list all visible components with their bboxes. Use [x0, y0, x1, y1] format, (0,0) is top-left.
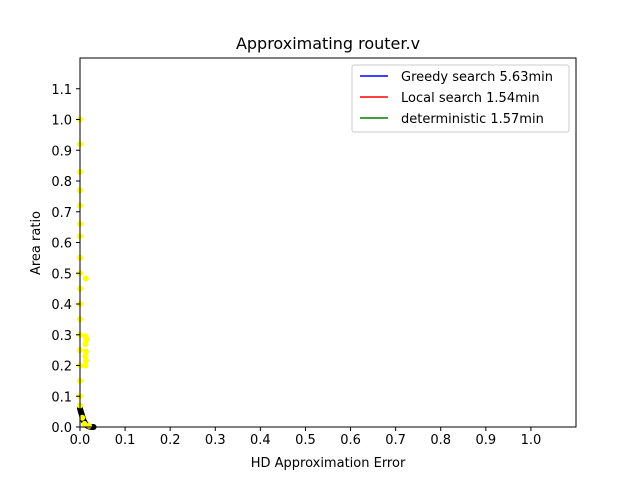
legend-label: Local search 1.54min	[401, 91, 540, 106]
data-point	[86, 422, 93, 429]
y-tick-label: 0.0	[51, 421, 72, 436]
y-tick-label: 0.6	[51, 237, 72, 252]
legend-label: Greedy search 5.63min	[401, 70, 553, 85]
y-tick-label: 0.8	[51, 175, 72, 190]
x-tick-label: 0.2	[160, 433, 181, 448]
series-layer	[77, 116, 97, 430]
y-axis: 0.0 0.1 0.2 0.3 0.4 0.5 0.6 0.7 0.8 0.9 1.0 1.1	[51, 83, 80, 436]
legend-box	[351, 64, 570, 133]
x-tick-label: 0.4	[250, 433, 271, 448]
x-tick-label: 0.5	[295, 433, 316, 448]
data-point	[81, 420, 88, 427]
y-tick-label: 1.0	[51, 114, 72, 129]
x-tick-label: 0.3	[205, 433, 226, 448]
legend: Greedy search 5.63min Local search 1.54mi…	[351, 64, 570, 133]
x-tick-label: 0.6	[340, 433, 361, 448]
y-tick-label: 0.7	[51, 206, 72, 221]
legend-items: Greedy search 5.63min Local search 1.54mi…	[360, 70, 553, 127]
chart-title: Approximating router.v	[236, 34, 420, 53]
data-point	[82, 348, 89, 355]
y-tick-label: 0.1	[51, 390, 72, 405]
legend-label: deterministic 1.57min	[401, 112, 544, 127]
y-axis-title: Area ratio	[29, 211, 44, 275]
data-point	[82, 340, 89, 347]
y-tick-label: 0.4	[51, 298, 72, 313]
y-tick-label: 0.2	[51, 360, 72, 375]
x-tick-label: 0.9	[475, 433, 496, 448]
x-tick-label: 1.0	[521, 433, 542, 448]
y-tick-label: 0.3	[51, 329, 72, 344]
x-tick-label: 0.0	[70, 433, 91, 448]
data-point	[82, 353, 89, 360]
y-tick-label: 0.5	[51, 267, 72, 282]
x-tick-label: 0.1	[115, 433, 136, 448]
data-point	[82, 357, 89, 364]
data-point	[83, 336, 90, 343]
data-point	[79, 414, 86, 421]
x-axis-title: HD Approximation Error	[251, 456, 406, 471]
x-tick-label: 0.8	[430, 433, 451, 448]
data-point	[82, 362, 89, 369]
data-point	[82, 275, 89, 282]
y-tick-label: 0.9	[51, 144, 72, 159]
x-tick-label: 0.7	[385, 433, 406, 448]
x-axis: 0.0 0.1 0.2 0.3 0.4 0.5 0.6 0.7 0.8 0.9 1.0	[70, 427, 542, 448]
y-tick-label: 1.1	[51, 83, 72, 98]
